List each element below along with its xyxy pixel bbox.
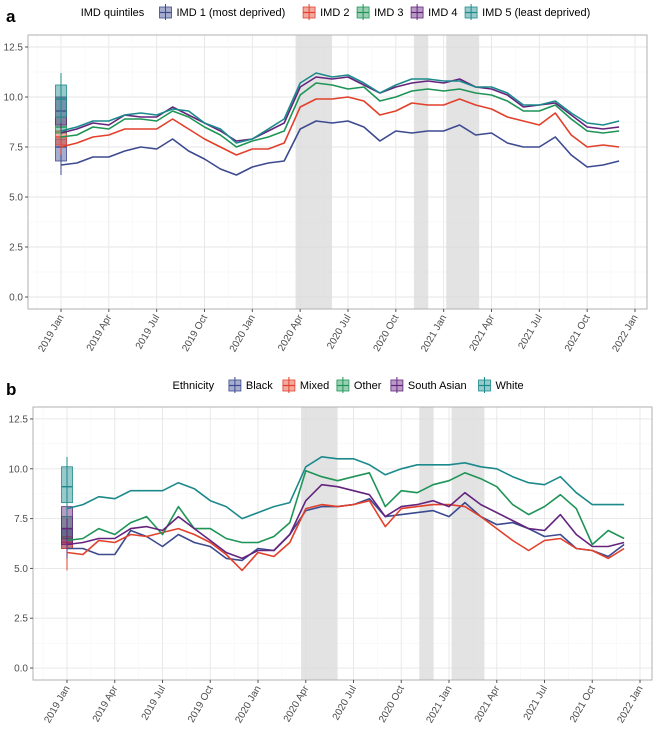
legend: Ethnicity Black Mixed Other South Asian White bbox=[173, 377, 524, 393]
x-tick-label: 2020 Jan bbox=[233, 684, 263, 725]
y-tick-label: 0.0 bbox=[9, 293, 23, 304]
lockdown-shading bbox=[451, 407, 485, 680]
legend-label: Black bbox=[246, 380, 273, 392]
x-tick-label: 2020 Jul bbox=[331, 684, 359, 722]
x-tick-label: 2020 Apr bbox=[276, 312, 306, 353]
legend-item: South Asian bbox=[390, 377, 467, 393]
y-tick-label: 10.0 bbox=[9, 464, 29, 475]
series-line-south-asian bbox=[66, 483, 625, 560]
plot-border bbox=[32, 406, 653, 681]
legend-label: South Asian bbox=[408, 380, 467, 392]
y-tick-label: 12.5 bbox=[4, 43, 24, 54]
series-line-mixed bbox=[66, 499, 625, 572]
y-tick-label: 5.0 bbox=[14, 564, 28, 575]
lockdown-shading bbox=[413, 35, 429, 309]
series-line-imd-3 bbox=[60, 82, 620, 148]
legend-label: White bbox=[496, 380, 524, 392]
x-tick-label: 2019 Jan bbox=[42, 684, 72, 725]
legend-label: Other bbox=[354, 380, 382, 392]
legend-title: Ethnicity bbox=[173, 380, 215, 392]
x-tick-label: 2021 Oct bbox=[563, 313, 593, 354]
x-tick-label: 2021 Jan bbox=[419, 313, 449, 354]
x-tick-label: 2019 Jan bbox=[36, 313, 66, 354]
x-tick-label: 2021 Apr bbox=[473, 683, 503, 724]
legend-label: IMD 5 (least deprived) bbox=[482, 7, 590, 19]
series-line-imd-2 bbox=[60, 96, 620, 156]
x-tick-label: 2019 Apr bbox=[91, 683, 121, 724]
legend-title: IMD quintiles bbox=[81, 7, 145, 19]
y-tick-label: 2.5 bbox=[14, 614, 28, 625]
y-tick-label: 0.0 bbox=[14, 664, 28, 675]
x-tick-label: 2021 Apr bbox=[468, 312, 498, 353]
plot-border bbox=[27, 34, 648, 310]
legend-item: Other bbox=[336, 377, 382, 393]
panel-label: a bbox=[6, 7, 16, 26]
x-tick-label: 2020 Oct bbox=[372, 313, 402, 354]
legend-item: IMD 5 (least deprived) bbox=[464, 4, 590, 20]
y-tick-label: 7.5 bbox=[14, 514, 28, 525]
x-tick-label: 2019 Jul bbox=[140, 684, 168, 722]
legend-item: Black bbox=[228, 377, 273, 393]
lockdown-shading bbox=[295, 35, 333, 309]
legend-label: IMD 1 (most deprived) bbox=[177, 7, 286, 19]
legend-item: IMD 2 bbox=[302, 4, 349, 20]
legend-label: IMD 4 bbox=[428, 7, 457, 19]
x-tick-label: 2019 Oct bbox=[186, 684, 216, 725]
legend-item: White bbox=[478, 377, 524, 393]
legend-item: IMD 1 (most deprived) bbox=[159, 4, 286, 20]
y-tick-label: 2.5 bbox=[9, 243, 23, 254]
y-tick-label: 10.0 bbox=[4, 93, 24, 104]
y-tick-label: 7.5 bbox=[9, 143, 23, 154]
boxplot-box bbox=[55, 84, 67, 118]
panel-label: b bbox=[6, 380, 16, 399]
x-tick-label: 2021 Jul bbox=[516, 313, 544, 351]
series-line-imd-1-most-deprived bbox=[60, 120, 620, 176]
x-tick-label: 2021 Jan bbox=[424, 684, 454, 725]
legend-label: IMD 3 bbox=[374, 7, 403, 19]
x-tick-label: 2021 Oct bbox=[568, 684, 598, 725]
x-tick-label: 2019 Apr bbox=[85, 312, 115, 353]
x-tick-label: 2020 Jan bbox=[228, 313, 258, 354]
legend-item: IMD 3 bbox=[356, 4, 403, 20]
lockdown-shading bbox=[301, 407, 338, 680]
panel-a: a 0.0 2.5 5.0 7.5 10.0 12.5 2019 Jan 2019 Apr 201… bbox=[4, 4, 648, 354]
x-tick-label: 2022 Jan bbox=[615, 684, 645, 725]
x-tick-label: 2022 Jan bbox=[610, 313, 640, 354]
series-line-imd-4 bbox=[60, 76, 620, 142]
x-tick-label: 2020 Apr bbox=[282, 683, 312, 724]
y-tick-label: 12.5 bbox=[9, 414, 29, 425]
y-tick-label: 5.0 bbox=[9, 193, 23, 204]
lockdown-shading bbox=[419, 407, 434, 680]
boxplot-box bbox=[61, 466, 73, 504]
series-line-other bbox=[66, 469, 625, 546]
x-tick-label: 2021 Jul bbox=[522, 684, 550, 722]
legend-item: Mixed bbox=[282, 377, 329, 393]
x-tick-label: 2020 Oct bbox=[377, 684, 407, 725]
series-line-imd-5-least-deprived bbox=[60, 72, 620, 144]
x-tick-label: 2019 Jul bbox=[134, 313, 162, 351]
legend-label: Mixed bbox=[300, 380, 329, 392]
legend-label: IMD 2 bbox=[320, 7, 349, 19]
legend: IMD quintiles IMD 1 (most deprived) IMD 2 I… bbox=[81, 4, 590, 20]
x-tick-label: 2020 Jul bbox=[325, 313, 353, 351]
legend-item: IMD 4 bbox=[410, 4, 457, 20]
lockdown-shading bbox=[446, 35, 480, 309]
x-tick-label: 2019 Oct bbox=[180, 313, 210, 354]
panel-b: b 0.0 2.5 5.0 7.5 10.0 12.5 2019 Jan 2019 Apr 201… bbox=[6, 377, 653, 725]
series-line-white bbox=[66, 455, 625, 520]
